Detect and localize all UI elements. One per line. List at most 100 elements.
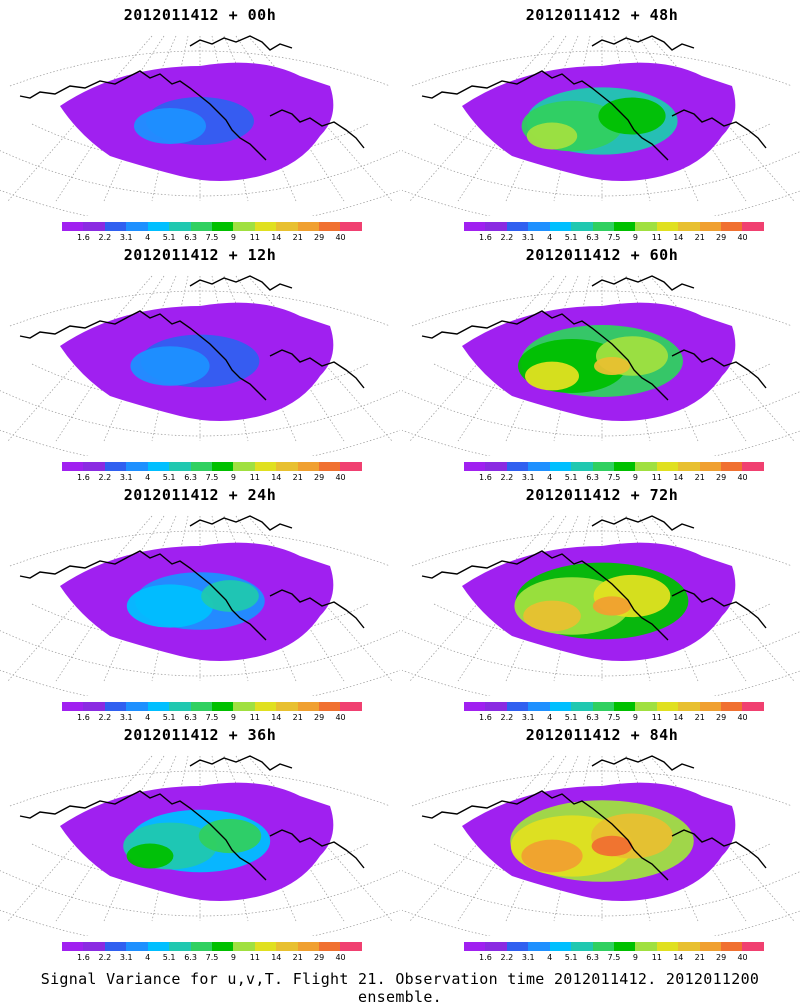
- colorbar-tick-label: 11: [651, 233, 662, 242]
- variance-contour: [591, 835, 633, 857]
- colorbar-swatch: [254, 462, 277, 471]
- polar-map: [0, 515, 400, 696]
- colorbar-tick-label: 40: [335, 233, 346, 242]
- colorbar-tick-label: 14: [673, 473, 684, 482]
- colorbar-swatch: [233, 702, 255, 711]
- colorbar-swatch: [635, 222, 657, 231]
- variance-contour: [126, 584, 214, 628]
- colorbar-swatch: [147, 222, 170, 231]
- colorbar-swatch: [742, 462, 764, 471]
- polar-map: [0, 35, 400, 216]
- colorbar-swatch: [613, 942, 636, 951]
- colorbar-tick-label: 3.1: [521, 473, 535, 482]
- colorbar-swatch: [699, 462, 722, 471]
- colorbar: 1.6 2.2 3.1 4 5.1 6.3 7.5 9 11 14 21 29 40: [62, 462, 362, 492]
- coastline: [19, 35, 365, 161]
- colorbar-tick-label: 40: [737, 233, 748, 242]
- colorbar-swatch: [190, 462, 212, 471]
- colorbar-tick-label: 29: [716, 473, 727, 482]
- colorbar-swatch: [233, 462, 255, 471]
- colorbar-tick-label: 9: [632, 473, 638, 482]
- colorbar-tick-label: 21: [292, 953, 303, 962]
- map-panel: 2012011412 + 60h 1.6 2.2 3.1 4 5.1 6.3 7.5 9 11 14…: [402, 240, 800, 482]
- colorbar-tick-label: 3.1: [119, 473, 133, 482]
- colorbar-swatch: [147, 942, 170, 951]
- colorbar-swatch: [613, 462, 636, 471]
- colorbar: 1.6 2.2 3.1 4 5.1 6.3 7.5 9 11 14 21 29 40: [464, 942, 764, 972]
- map-panel: 2012011412 + 72h 1.6 2.2 3.1 4 5.1 6.3 7.5 9 11 14…: [402, 480, 800, 722]
- colorbar-tick-label: 9: [230, 713, 236, 722]
- colorbar: 1.6 2.2 3.1 4 5.1 6.3 7.5 9 11 14 21 29 40: [464, 702, 764, 732]
- colorbar-swatch: [464, 702, 486, 711]
- colorbar-tick-label: 14: [673, 233, 684, 242]
- colorbar-tick-label: 21: [292, 713, 303, 722]
- colorbar-swatch: [678, 942, 700, 951]
- colorbar-tick-label: 2.2: [500, 233, 514, 242]
- colorbar-tick-label: 29: [314, 473, 325, 482]
- colorbar-tick-label: 5.1: [564, 713, 578, 722]
- colorbar-swatch: [254, 222, 277, 231]
- colorbar-swatch: [276, 942, 298, 951]
- colorbar-swatch: [635, 702, 657, 711]
- colorbar-tick-label: 4: [145, 233, 151, 242]
- colorbar-tick-label: 9: [632, 713, 638, 722]
- colorbar-swatch: [319, 702, 341, 711]
- colorbar-swatch: [83, 942, 105, 951]
- colorbar-swatch: [656, 222, 679, 231]
- colorbar-swatch: [126, 462, 148, 471]
- colorbar-tick-label: 40: [737, 473, 748, 482]
- colorbar-swatch: [656, 462, 679, 471]
- colorbar: 1.6 2.2 3.1 4 5.1 6.3 7.5 9 11 14 21 29 40: [62, 222, 362, 252]
- colorbar-tick-label: 1.6: [479, 233, 492, 242]
- colorbar-tick-label: 21: [292, 233, 303, 242]
- panel-title: 2012011412 + 12h: [123, 246, 277, 264]
- colorbar-swatch: [276, 222, 298, 231]
- colorbar-tick-label: 5.1: [564, 953, 578, 962]
- polar-map: [402, 515, 800, 696]
- coastline: [421, 515, 767, 641]
- colorbar-tick-label: 7.5: [205, 713, 219, 722]
- colorbar-swatch: [62, 462, 84, 471]
- colorbar-tick-label: 29: [314, 233, 325, 242]
- colorbar-tick-label: 40: [335, 713, 346, 722]
- coastline: [19, 755, 365, 881]
- colorbar-tick-label: 1.6: [77, 233, 90, 242]
- colorbar-swatch: [506, 942, 529, 951]
- colorbar-tick-label: 14: [271, 473, 282, 482]
- colorbar-tick-label: 5.1: [162, 233, 176, 242]
- colorbar-swatch: [190, 702, 212, 711]
- polar-map: [0, 755, 400, 936]
- colorbar-swatch: [699, 942, 722, 951]
- colorbar-tick-label: 4: [145, 953, 151, 962]
- colorbar-tick-label: 21: [694, 233, 705, 242]
- coastline: [19, 275, 365, 401]
- colorbar-swatch: [742, 702, 764, 711]
- colorbar-swatch: [571, 702, 593, 711]
- colorbar-tick-label: 6.3: [586, 233, 599, 242]
- colorbar-swatch: [678, 702, 700, 711]
- colorbar-swatch: [211, 222, 234, 231]
- colorbar-swatch: [485, 222, 507, 231]
- colorbar-swatch: [62, 702, 84, 711]
- colorbar-swatch: [592, 222, 614, 231]
- colorbar-swatch: [190, 942, 212, 951]
- colorbar-tick-label: 11: [651, 713, 662, 722]
- variance-contour: [126, 843, 174, 869]
- colorbar-swatch: [571, 942, 593, 951]
- colorbar-tick-label: 14: [673, 953, 684, 962]
- colorbar-swatch: [721, 222, 743, 231]
- colorbar-tick-label: 2.2: [500, 473, 514, 482]
- polar-map: [0, 275, 400, 456]
- colorbar-swatch: [571, 462, 593, 471]
- colorbar-tick-label: 2.2: [98, 713, 112, 722]
- colorbar-tick-label: 7.5: [205, 473, 219, 482]
- colorbar-tick-label: 14: [271, 713, 282, 722]
- colorbar-tick-label: 6.3: [184, 473, 197, 482]
- colorbar-swatch: [340, 462, 362, 471]
- colorbar-swatch: [464, 222, 486, 231]
- colorbar-tick-label: 14: [271, 953, 282, 962]
- colorbar-swatch: [613, 222, 636, 231]
- colorbar-tick-label: 1.6: [479, 473, 492, 482]
- variance-contour: [523, 600, 581, 632]
- colorbar-tick-label: 29: [314, 713, 325, 722]
